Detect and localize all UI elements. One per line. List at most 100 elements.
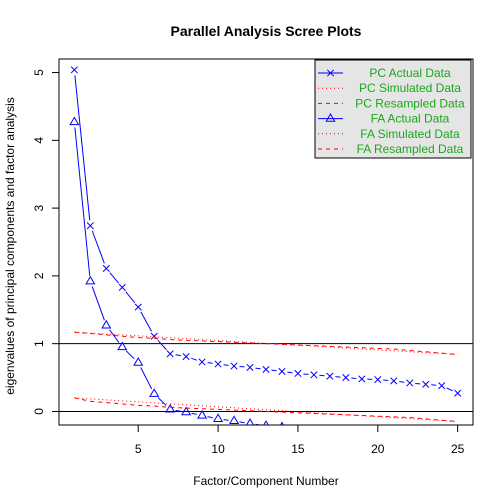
series-segment	[223, 364, 229, 366]
series-segment	[377, 347, 394, 350]
legend-marker	[325, 113, 336, 122]
series-segment	[175, 409, 181, 412]
x-tick-label: 20	[371, 442, 385, 456]
series-segment	[223, 419, 229, 421]
data-point	[228, 415, 240, 425]
data-point	[182, 352, 190, 361]
series-segment	[345, 346, 362, 349]
series-segment	[90, 333, 107, 336]
data-point	[294, 369, 302, 378]
series-segment	[170, 339, 187, 341]
series-segment	[218, 408, 235, 411]
series-segment	[106, 402, 123, 405]
legend-label: FA Actual Data	[371, 112, 450, 126]
series-segment	[191, 412, 197, 415]
data-point	[390, 377, 398, 385]
series-segment	[345, 414, 362, 417]
data-point	[374, 376, 382, 384]
data-point	[438, 382, 446, 390]
legend-label: PC Resampled Data	[355, 96, 465, 110]
series-segment	[313, 412, 330, 415]
series-segment	[265, 343, 282, 345]
series-segment	[74, 397, 458, 423]
series-segment	[218, 341, 235, 343]
data-point	[197, 409, 208, 419]
y-tick-label: 1	[32, 340, 46, 347]
series-segment	[91, 230, 105, 264]
data-point	[134, 303, 142, 311]
series-segment	[157, 397, 167, 406]
y-tick-label: 4	[32, 137, 46, 144]
series-segment	[329, 413, 346, 416]
series-segment	[202, 340, 219, 343]
legend-marker	[326, 69, 335, 77]
series-segment	[154, 337, 171, 341]
data-point	[262, 365, 270, 373]
series-segment	[265, 410, 282, 413]
data-point	[149, 388, 160, 397]
plot-frame	[58, 58, 474, 426]
series-segment	[281, 411, 298, 414]
data-point	[181, 406, 192, 416]
series-segment	[74, 397, 91, 402]
data-point	[86, 222, 94, 230]
legend-box	[314, 59, 472, 159]
series-3	[69, 116, 285, 425]
x-tick-label: 10	[211, 442, 225, 456]
data-point	[246, 363, 254, 371]
y-tick-label: 2	[32, 272, 46, 279]
series-segment	[90, 400, 107, 404]
series-5	[74, 397, 458, 423]
series-segment	[74, 75, 91, 221]
series-segment	[250, 342, 267, 345]
series-segment	[234, 341, 251, 344]
series-segment	[393, 416, 410, 419]
series-segment	[157, 339, 167, 351]
chart-title: Parallel Analysis Scree Plots	[171, 23, 362, 39]
series-segment	[109, 329, 120, 343]
data-point	[101, 319, 112, 329]
series-segment	[109, 272, 120, 284]
series-segment	[287, 371, 293, 374]
series-segment	[207, 416, 213, 419]
data-point	[310, 371, 318, 379]
series-segment	[297, 344, 314, 347]
data-point	[406, 379, 414, 387]
series-segment	[250, 410, 267, 412]
series-0	[70, 66, 462, 397]
y-tick-label: 3	[32, 204, 46, 211]
data-point	[213, 413, 224, 422]
legend-label: PC Simulated Data	[359, 81, 461, 95]
x-tick-label: 15	[291, 442, 305, 456]
series-segment	[170, 406, 187, 409]
legend-label: FA Resampled Data	[357, 142, 464, 156]
series-segment	[191, 357, 198, 361]
legend-label: FA Simulated Data	[360, 127, 460, 141]
data-point	[85, 275, 96, 285]
series-segment	[125, 350, 135, 360]
x-tick-label: 5	[135, 442, 142, 456]
data-point	[245, 418, 255, 425]
series-segment	[186, 339, 203, 342]
data-point	[214, 360, 222, 368]
data-point	[133, 357, 144, 366]
series-segment	[377, 415, 394, 418]
series-segment	[74, 127, 91, 276]
series-segment	[313, 345, 330, 347]
data-point	[358, 375, 366, 383]
series-segment	[441, 419, 458, 423]
series-segment	[409, 349, 426, 353]
series-segment	[425, 418, 442, 421]
data-point	[422, 380, 430, 388]
data-point	[165, 403, 176, 413]
series-segment	[122, 403, 139, 406]
series-segment	[186, 407, 203, 410]
series-segment	[329, 345, 346, 348]
series-segment	[361, 415, 378, 417]
series-segment	[175, 354, 181, 357]
series-segment	[255, 367, 261, 370]
data-point	[118, 283, 126, 291]
series-segment	[239, 421, 245, 424]
